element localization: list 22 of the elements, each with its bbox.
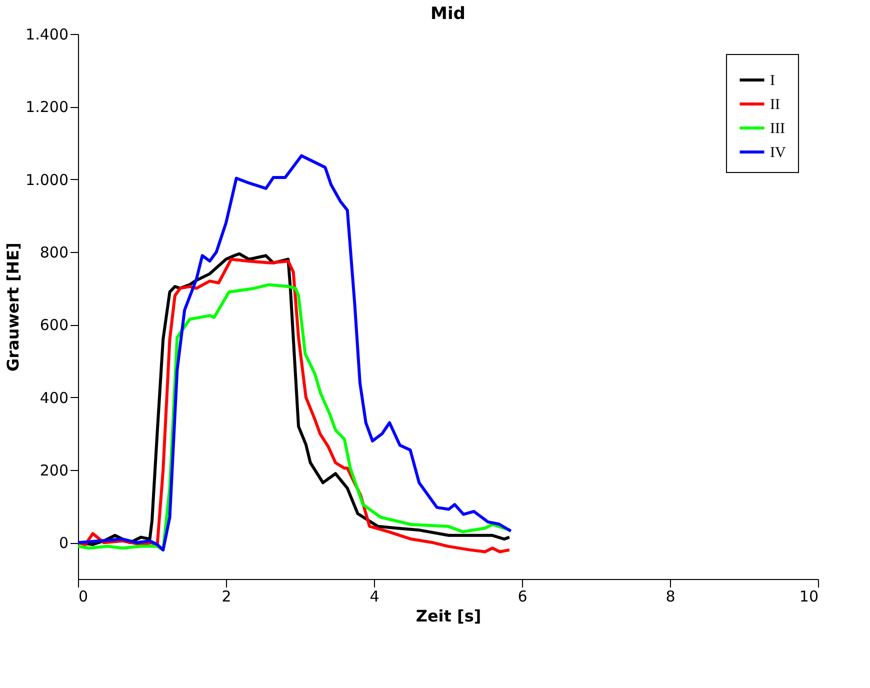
chart-title: Mid	[430, 4, 466, 24]
line-series	[76, 154, 512, 552]
y-tick-label: 1.200	[26, 98, 68, 116]
x-tick-label: 6	[518, 588, 528, 606]
legend-label: IV	[770, 145, 786, 161]
y-tick-label: 200	[40, 462, 68, 480]
legend-label: I	[770, 73, 775, 89]
x-axis-title: Zeit [s]	[416, 606, 482, 626]
x-tick-label: 0	[78, 588, 88, 606]
x-tick-label: 8	[666, 588, 676, 606]
y-axis-title: Grauwert [HE]	[4, 242, 23, 372]
x-tick-label: 2	[222, 588, 232, 606]
legend-label: III	[770, 121, 785, 137]
x-tick-label: 4	[370, 588, 380, 606]
legend-label: II	[770, 97, 780, 113]
y-tick-label: 600	[40, 316, 68, 334]
y-tick-label: 0	[58, 534, 68, 552]
y-tick-label: 400	[40, 388, 68, 407]
y-tick-label: 1.000	[26, 170, 68, 189]
y-tick-label: 1.400	[26, 26, 68, 44]
y-tick-label: 800	[40, 244, 68, 262]
x-tick-label: 10	[799, 588, 818, 606]
